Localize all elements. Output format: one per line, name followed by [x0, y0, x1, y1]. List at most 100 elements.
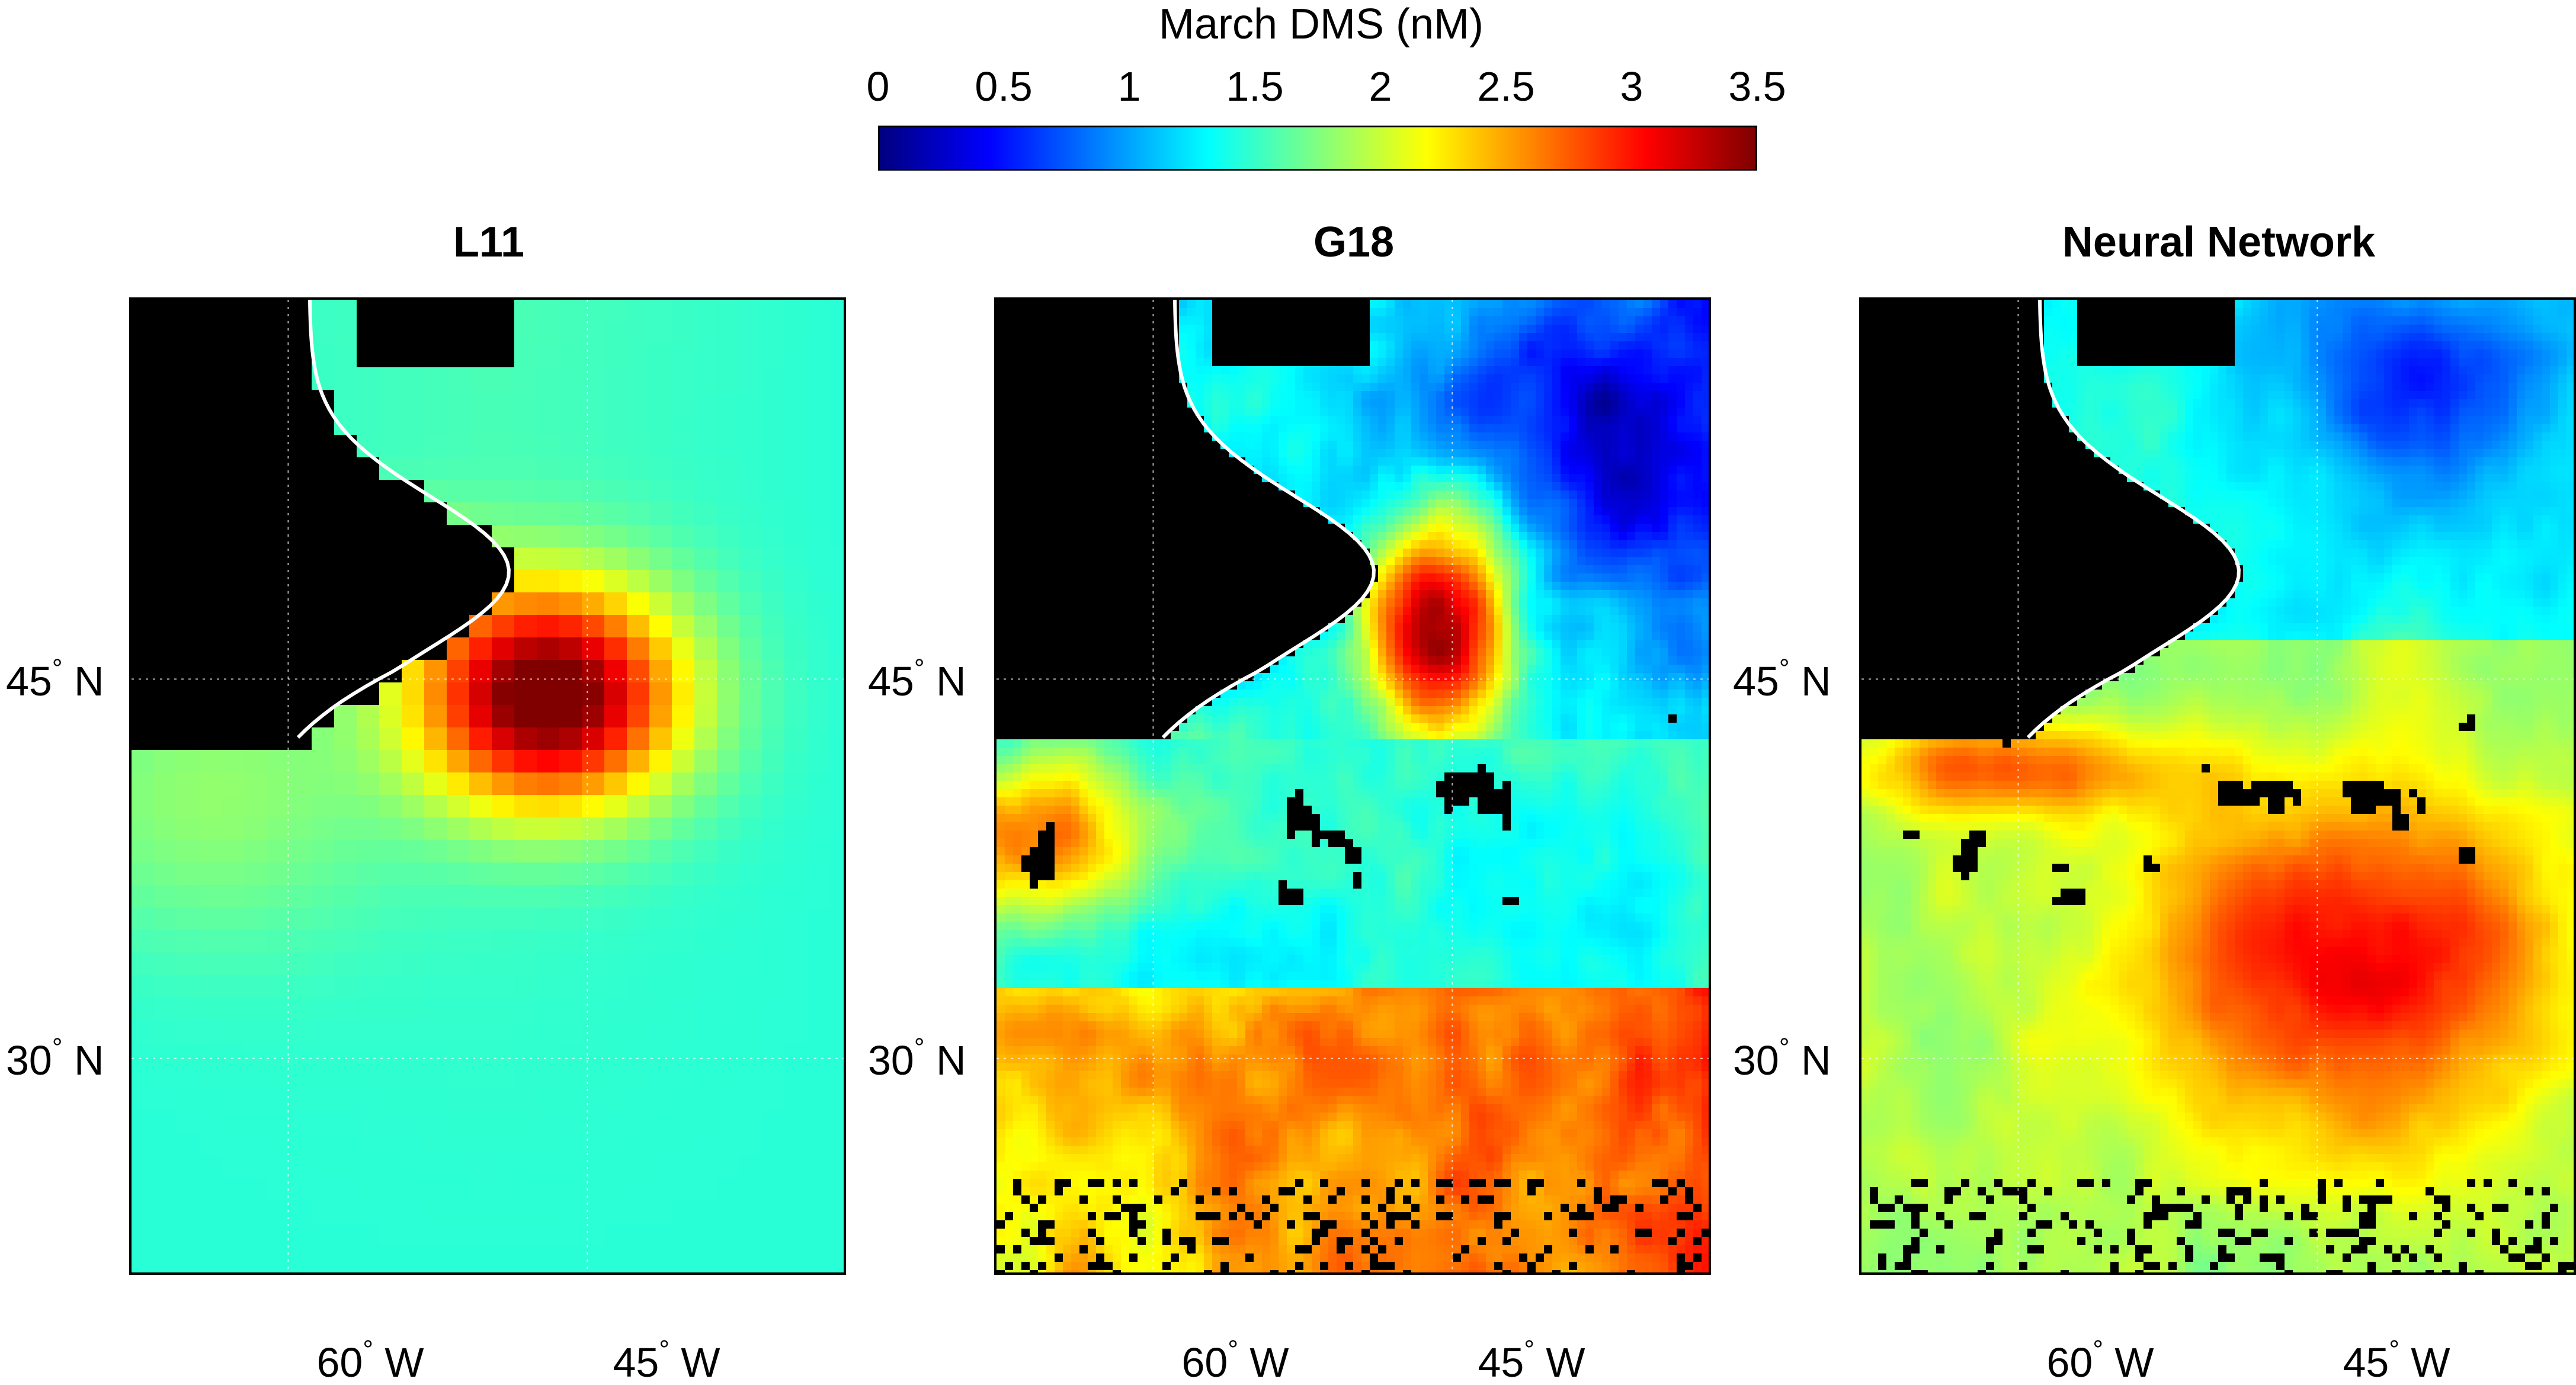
map-cell	[1511, 590, 1520, 599]
map-cell	[1635, 623, 1644, 632]
map-cell	[1021, 399, 1030, 408]
map-cell	[807, 705, 830, 728]
map-cell	[1585, 549, 1594, 557]
map-cell	[1370, 499, 1379, 508]
map-cell	[1610, 366, 1619, 375]
map-cell	[1527, 441, 1536, 450]
map-cell	[1378, 573, 1387, 582]
map-cell	[559, 345, 582, 368]
map-cell	[1279, 432, 1287, 441]
map-cell	[1038, 325, 1047, 334]
map-cell	[1685, 333, 1694, 342]
map-cell	[649, 1178, 672, 1201]
map-cell	[1220, 316, 1229, 325]
map-cell	[1544, 449, 1553, 458]
map-cell	[1652, 300, 1661, 309]
map-cell	[1138, 350, 1146, 358]
map-cell	[1353, 416, 1362, 425]
map-cell	[1104, 631, 1113, 640]
map-cell	[807, 908, 830, 931]
map-cell	[1378, 408, 1387, 416]
map-cell	[1055, 631, 1063, 640]
map-cell	[1312, 499, 1321, 508]
map-cell	[1055, 316, 1063, 325]
map-cell	[649, 705, 672, 728]
map-cell	[1171, 640, 1180, 649]
map-cell	[1146, 408, 1155, 416]
map-cell	[1237, 590, 1246, 599]
map-cell	[1428, 399, 1437, 408]
map-cell	[1453, 416, 1462, 425]
map-cell	[694, 1110, 717, 1133]
map-cell	[424, 457, 447, 480]
map-cell	[627, 322, 650, 345]
map-cell	[604, 367, 627, 390]
map-cell	[1220, 515, 1229, 524]
map-cell	[1005, 598, 1014, 607]
map-cell	[1353, 490, 1362, 499]
map-cell	[222, 908, 245, 931]
map-cell	[1453, 474, 1462, 483]
map-cell	[1245, 416, 1254, 425]
map-cell	[1013, 424, 1022, 433]
map-cell	[334, 727, 357, 751]
map-cell	[1005, 540, 1014, 549]
map-cell	[1146, 350, 1155, 358]
map-cell	[1552, 449, 1561, 458]
map-cell	[1668, 549, 1677, 557]
map-cell	[1096, 507, 1105, 516]
map-cell	[1378, 350, 1387, 358]
map-cell	[447, 1178, 470, 1201]
map-cell	[1643, 549, 1652, 557]
map-cell	[514, 840, 537, 863]
map-cell	[1627, 383, 1636, 392]
map-cell	[582, 975, 605, 998]
map-cell	[1129, 598, 1138, 607]
map-cell	[739, 435, 762, 458]
map-cell	[334, 592, 357, 615]
map-cell	[222, 1245, 245, 1268]
map-cell	[1038, 466, 1047, 475]
map-cell	[1154, 524, 1163, 533]
map-cell	[1096, 424, 1105, 433]
map-cell	[1055, 482, 1063, 491]
map-cell	[1420, 623, 1428, 632]
map-cell	[1469, 316, 1478, 325]
map-cell	[1436, 532, 1445, 541]
map-cell	[177, 1223, 200, 1246]
map-cell	[447, 975, 470, 998]
map-cell	[1577, 540, 1586, 549]
map-cell	[1561, 383, 1569, 392]
map-cell	[604, 345, 627, 368]
map-cell	[1220, 524, 1229, 533]
map-cell	[1511, 607, 1520, 615]
map-cell	[177, 367, 200, 390]
map-cell	[1204, 308, 1213, 317]
map-cell	[1129, 333, 1138, 342]
map-cell	[672, 412, 695, 435]
map-cell	[1585, 615, 1594, 624]
map-cell	[424, 863, 447, 886]
map-cell	[1395, 590, 1404, 599]
map-cell	[649, 772, 672, 796]
map-cell	[1328, 333, 1337, 342]
map-cell	[1154, 598, 1163, 607]
map-cell	[1229, 615, 1238, 624]
map-cell	[1569, 366, 1578, 375]
map-cell	[1511, 549, 1520, 557]
map-cell	[177, 1245, 200, 1268]
map-cell	[1162, 631, 1171, 640]
map-cell	[1345, 424, 1354, 433]
map-cell	[1337, 300, 1345, 309]
map-cell	[762, 1268, 785, 1272]
map-cell	[1370, 300, 1379, 309]
map-cell	[1154, 341, 1163, 350]
map-cell	[1121, 325, 1130, 334]
map-cell	[1594, 366, 1603, 375]
map-cell	[582, 637, 605, 661]
map-cell	[1237, 416, 1246, 425]
map-cell	[289, 1020, 312, 1043]
map-cell	[1594, 316, 1603, 325]
map-cell	[559, 1155, 582, 1178]
map-cell	[1403, 333, 1412, 342]
